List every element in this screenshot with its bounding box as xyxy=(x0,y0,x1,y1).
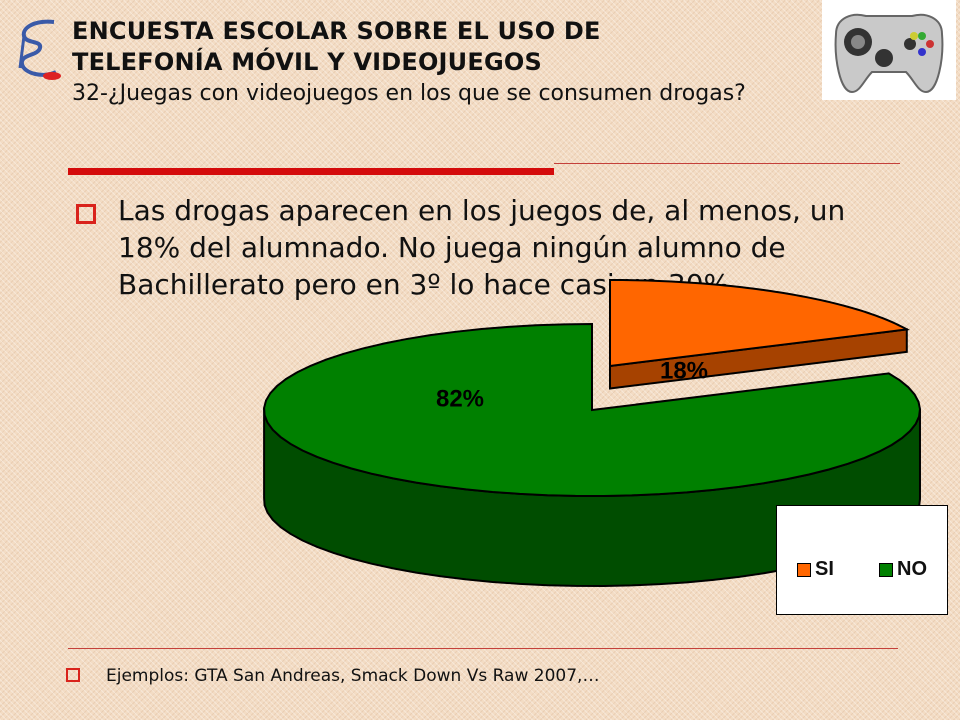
pie-top-si xyxy=(609,278,910,368)
slide-title: ENCUESTA ESCOLAR SOBRE EL USO DE TELEFON… xyxy=(72,16,832,110)
footer-bullet-square-icon xyxy=(66,668,80,682)
bullet-square-icon xyxy=(76,204,96,224)
data-label-no: 82% xyxy=(436,385,484,412)
data-label-si: 18% xyxy=(660,357,708,384)
legend-item-si: SI xyxy=(797,558,834,581)
title-underline-thin xyxy=(554,163,900,164)
legend-item-no: NO xyxy=(879,558,927,581)
legend-label-no: NO xyxy=(897,558,927,580)
chart-legend: SI NO xyxy=(776,505,948,615)
legend-label-si: SI xyxy=(815,558,834,580)
footer-bullet: Ejemplos: GTA San Andreas, Smack Down Vs… xyxy=(66,666,599,686)
title-underline-red xyxy=(68,168,554,175)
school-logo-icon xyxy=(18,19,61,80)
pie-marks: 18% 82% xyxy=(263,278,921,587)
pie-top-no xyxy=(263,322,921,497)
footer-divider xyxy=(68,648,898,649)
pie-slice-no xyxy=(263,322,921,587)
title-line-1: ENCUESTA ESCOLAR SOBRE EL USO DE xyxy=(72,17,601,45)
main-bullet-text: Las drogas aparecen en los juegos de, al… xyxy=(118,194,846,301)
footer-bullet-text: Ejemplos: GTA San Andreas, Smack Down Vs… xyxy=(106,666,600,686)
title-line-2: TELEFONÍA MÓVIL Y VIDEOJUEGOS xyxy=(72,48,542,76)
pie-slice-si xyxy=(609,278,910,390)
legend-swatch-si xyxy=(797,562,811,577)
legend-swatch-no xyxy=(879,562,893,577)
gamepad-image xyxy=(822,0,956,100)
main-bullet: Las drogas aparecen en los juegos de, al… xyxy=(76,192,906,303)
question-text: 32-¿Juegas con videojuegos en los que se… xyxy=(72,81,746,106)
